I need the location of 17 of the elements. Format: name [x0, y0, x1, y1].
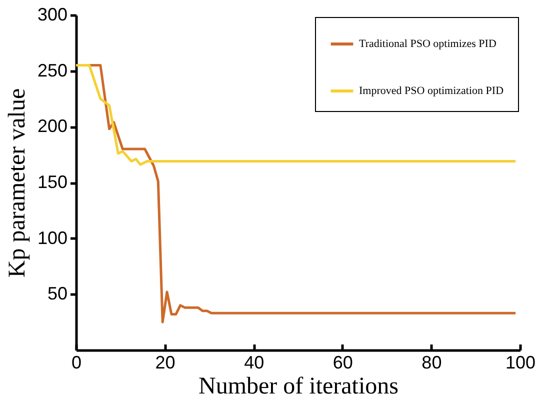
legend-label: Traditional PSO optimizes PID [359, 38, 496, 50]
legend-label: Improved PSO optimization PID [359, 85, 504, 97]
x-tick-label: 40 [244, 352, 264, 372]
y-tick-label: 50 [47, 284, 68, 304]
y-tick-label: 200 [37, 116, 68, 136]
y-tick-label: 250 [37, 60, 68, 80]
x-tick-label: 20 [155, 352, 176, 372]
y-tick-label: 300 [37, 4, 68, 24]
x-tick-label: 60 [332, 352, 353, 372]
y-axis-title: Kp parameter value [4, 88, 30, 278]
line-series [76, 64, 517, 166]
x-tick-label: 100 [505, 352, 536, 372]
x-axis-title: Number of iterations [198, 374, 398, 400]
x-tick-label: 0 [71, 352, 82, 372]
x-tick-label: 80 [422, 352, 442, 372]
y-tick-label: 100 [37, 228, 68, 248]
y-tick-label: 150 [37, 172, 68, 192]
